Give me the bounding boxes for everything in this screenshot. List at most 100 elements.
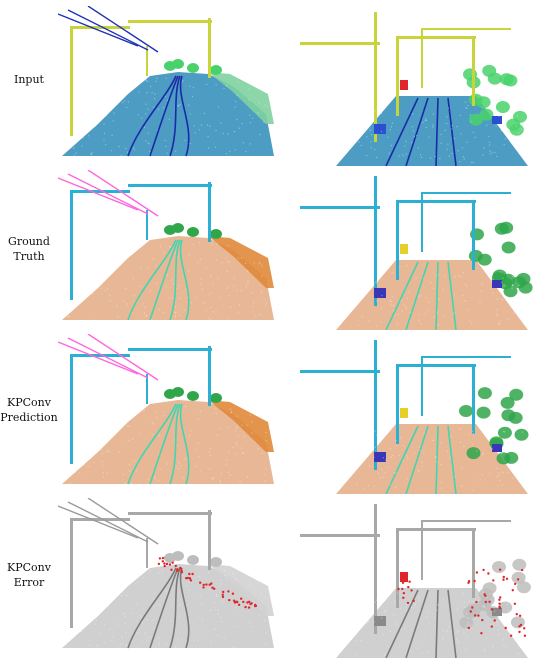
point bbox=[156, 282, 158, 284]
point bbox=[177, 467, 180, 470]
point bbox=[402, 154, 404, 156]
point bbox=[166, 274, 168, 276]
point bbox=[363, 488, 365, 490]
point bbox=[223, 569, 225, 572]
mast-arm bbox=[70, 518, 130, 521]
point bbox=[419, 610, 421, 612]
error-point bbox=[163, 562, 166, 565]
point bbox=[495, 313, 498, 315]
point bbox=[102, 472, 104, 474]
point bbox=[238, 304, 241, 306]
gantry-beam bbox=[128, 184, 212, 187]
point-cloud-image bbox=[58, 334, 274, 487]
rail bbox=[127, 403, 177, 485]
error-point bbox=[199, 581, 202, 584]
error-point bbox=[248, 600, 251, 603]
error-point bbox=[523, 627, 526, 630]
point bbox=[90, 153, 92, 155]
error-point bbox=[514, 582, 517, 586]
point bbox=[109, 451, 111, 453]
point bbox=[109, 294, 111, 296]
point bbox=[86, 569, 88, 572]
panel-error-view-b bbox=[296, 498, 546, 658]
point bbox=[137, 114, 140, 116]
point bbox=[419, 449, 422, 452]
point bbox=[208, 293, 210, 296]
point bbox=[399, 645, 401, 647]
point bbox=[158, 434, 161, 437]
point bbox=[384, 611, 386, 613]
point bbox=[92, 279, 94, 282]
point bbox=[402, 460, 404, 462]
error-point bbox=[191, 572, 194, 576]
point bbox=[209, 451, 211, 453]
point bbox=[107, 269, 110, 271]
error-point bbox=[254, 604, 258, 608]
error-point bbox=[401, 587, 404, 591]
point bbox=[145, 79, 147, 81]
point bbox=[123, 612, 125, 615]
point bbox=[483, 606, 485, 609]
point bbox=[95, 428, 97, 430]
point bbox=[200, 283, 202, 286]
point bbox=[507, 318, 510, 320]
error-point bbox=[247, 606, 251, 609]
point bbox=[207, 631, 209, 633]
point bbox=[174, 315, 176, 317]
point bbox=[228, 450, 230, 453]
point bbox=[124, 482, 127, 484]
point bbox=[152, 423, 155, 425]
point bbox=[75, 97, 77, 100]
point bbox=[454, 276, 457, 278]
point bbox=[161, 569, 164, 571]
ground-surface bbox=[62, 72, 274, 156]
point bbox=[145, 80, 147, 82]
point bbox=[124, 147, 127, 150]
rail bbox=[385, 261, 419, 330]
point bbox=[99, 632, 101, 635]
row-label-line: KPConv bbox=[7, 396, 51, 409]
point bbox=[463, 632, 465, 635]
point bbox=[503, 284, 505, 286]
point bbox=[245, 285, 248, 288]
point bbox=[158, 308, 161, 311]
error-point bbox=[518, 625, 521, 628]
point bbox=[168, 118, 170, 121]
point bbox=[73, 155, 76, 157]
point bbox=[370, 134, 373, 136]
point bbox=[74, 259, 77, 261]
point bbox=[533, 428, 535, 431]
point bbox=[457, 274, 460, 277]
rail bbox=[447, 261, 457, 330]
point bbox=[142, 303, 144, 305]
point bbox=[495, 467, 498, 469]
point bbox=[148, 143, 150, 145]
point bbox=[520, 318, 523, 321]
point bbox=[440, 133, 442, 136]
point bbox=[462, 272, 464, 274]
point bbox=[435, 456, 437, 458]
rail bbox=[127, 239, 177, 321]
point bbox=[151, 422, 153, 424]
point bbox=[405, 308, 407, 310]
point bbox=[390, 126, 393, 128]
point bbox=[414, 604, 417, 606]
rail bbox=[405, 589, 429, 658]
point bbox=[179, 104, 181, 106]
point bbox=[215, 412, 217, 414]
error-point bbox=[475, 571, 479, 574]
point bbox=[179, 297, 182, 300]
vegetation bbox=[187, 227, 199, 237]
point bbox=[105, 144, 107, 146]
point bbox=[147, 132, 149, 134]
point bbox=[386, 266, 388, 268]
point bbox=[125, 595, 128, 597]
point bbox=[430, 282, 432, 284]
point bbox=[498, 633, 500, 635]
point bbox=[174, 251, 176, 254]
overhead-wire bbox=[58, 13, 139, 47]
point bbox=[466, 285, 468, 287]
signal-sign bbox=[400, 572, 408, 582]
point bbox=[176, 445, 178, 447]
vegetation bbox=[499, 221, 514, 234]
